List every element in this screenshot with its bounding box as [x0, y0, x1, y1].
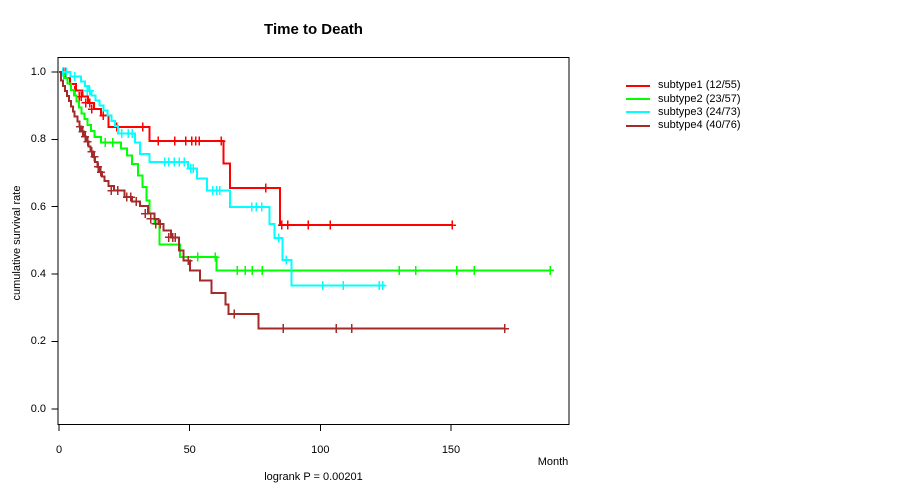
censor-mark-subtype2	[193, 252, 202, 262]
censor-mark-subtype4	[126, 192, 135, 202]
survival-curve-subtype2	[59, 70, 550, 272]
censor-mark-subtype3	[180, 157, 189, 167]
legend-item-subtype1: subtype1 (12/55)	[626, 79, 741, 92]
censor-mark-subtype2	[546, 265, 554, 275]
legend-line-swatch-subtype1	[626, 84, 650, 87]
legend-label-subtype2: subtype2 (23/57)	[658, 92, 741, 105]
censor-mark-subtype1	[99, 111, 108, 121]
censor-mark-subtype4	[78, 127, 87, 136]
censor-mark-subtype3	[318, 281, 327, 290]
legend-item-subtype2: subtype2 (23/57)	[626, 92, 741, 105]
censor-mark-subtype4	[75, 122, 84, 131]
censor-mark-subtype4	[87, 147, 96, 157]
y-tick-label-0.0: 0.0	[30, 403, 46, 415]
censor-mark-subtype2	[470, 265, 479, 275]
x-tick-label-100: 100	[311, 444, 330, 456]
censor-mark-subtype4	[347, 324, 356, 334]
censor-mark-subtype4	[94, 162, 103, 172]
survival-curve-subtype3	[59, 70, 386, 287]
censor-mark-subtype1	[261, 183, 270, 193]
censor-mark-subtype1	[77, 92, 86, 101]
legend-label-subtype3: subtype3 (24/73)	[658, 105, 741, 118]
legend-label-subtype4: subtype4 (40/76)	[658, 119, 741, 132]
censor-mark-subtype2	[211, 252, 220, 262]
x-tick-label-0: 0	[55, 444, 63, 456]
censor-mark-subtype4	[156, 219, 165, 229]
censor-mark-subtype4	[113, 186, 122, 195]
censor-mark-subtype4	[141, 209, 150, 219]
censor-mark-subtype3	[85, 86, 94, 96]
legend: subtype1 (12/55) subtype2 (23/57) subtyp…	[626, 79, 741, 133]
chart-title: Time to Death	[264, 21, 363, 38]
censor-mark-subtype4	[146, 214, 155, 224]
censor-mark-subtype3	[282, 255, 291, 265]
censor-mark-subtype2	[233, 265, 241, 275]
censor-mark-subtype2	[101, 138, 109, 148]
legend-line-swatch-subtype3	[626, 111, 650, 114]
censor-mark-subtype2	[241, 265, 250, 275]
censor-mark-subtype1	[304, 220, 312, 230]
x-axis-label: Month	[537, 456, 569, 468]
censor-mark-subtype3	[274, 233, 283, 243]
censor-mark-subtype4	[132, 196, 141, 206]
y-tick-label-0.6: 0.6	[30, 201, 46, 213]
censor-mark-subtype1	[154, 136, 162, 146]
censor-mark-subtype2	[395, 265, 403, 275]
legend-item-subtype4: subtype4 (40/76)	[626, 119, 741, 132]
censor-mark-subtype4	[83, 137, 92, 147]
censor-mark-subtype3	[257, 202, 266, 212]
censor-mark-subtype3	[339, 281, 348, 290]
censor-mark-subtype2	[248, 265, 257, 275]
legend-item-subtype3: subtype3 (24/73)	[626, 106, 741, 119]
censor-mark-subtype4	[279, 324, 288, 334]
censor-mark-subtype3	[128, 129, 137, 139]
censor-mark-subtype4	[500, 324, 509, 334]
censor-mark-subtype1	[217, 136, 226, 146]
plot-box	[57, 57, 570, 425]
censor-mark-subtype1	[195, 136, 204, 146]
legend-line-swatch-subtype4	[626, 124, 650, 127]
x-tick-label-50: 50	[183, 444, 196, 456]
y-tick-label-0.8: 0.8	[30, 133, 46, 145]
censor-mark-subtype4	[81, 132, 90, 142]
censor-mark-subtype1	[138, 122, 147, 132]
legend-line-swatch-subtype2	[626, 98, 650, 101]
censor-mark-subtype2	[411, 265, 420, 275]
x-tick-label-150: 150	[441, 444, 461, 456]
censor-mark-subtype1	[283, 220, 292, 230]
censor-mark-subtype4	[96, 167, 105, 177]
legend-label-subtype1: subtype1 (12/55)	[658, 79, 741, 92]
censor-mark-subtype3	[70, 72, 79, 82]
censor-mark-subtype4	[184, 256, 193, 266]
censor-mark-subtype3	[62, 67, 71, 77]
censor-mark-subtype2	[258, 265, 267, 275]
censor-mark-subtype4	[230, 309, 239, 319]
survival-curve-subtype4	[59, 70, 505, 330]
censor-mark-subtype1	[448, 220, 456, 230]
censor-mark-subtype1	[85, 98, 94, 108]
censor-mark-subtype4	[332, 324, 340, 334]
censor-mark-subtype3	[378, 281, 387, 290]
censor-mark-subtype4	[171, 232, 180, 242]
y-tick-label-1.0: 1.0	[30, 66, 46, 78]
survival-curve-subtype1	[59, 70, 452, 227]
censor-mark-subtype1	[87, 104, 96, 114]
censor-mark-subtype4	[90, 152, 99, 162]
censor-mark-subtype2	[108, 138, 117, 148]
censor-mark-subtype3	[215, 186, 224, 195]
y-tick-label-0.2: 0.2	[30, 335, 46, 347]
censor-mark-subtype2	[452, 265, 461, 275]
logrank-p-annotation: logrank P = 0.00201	[264, 471, 363, 483]
censor-mark-subtype3	[189, 164, 198, 174]
censor-mark-subtype1	[326, 220, 334, 230]
y-tick-label-0.4: 0.4	[30, 268, 46, 280]
censor-mark-subtype1	[170, 136, 179, 146]
